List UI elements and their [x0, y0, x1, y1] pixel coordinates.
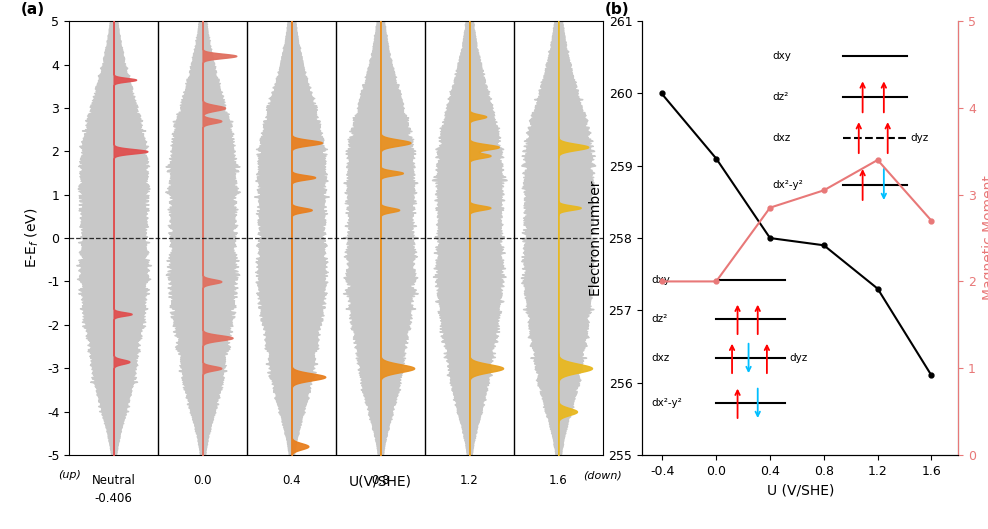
Y-axis label: E-E$_f$ (eV): E-E$_f$ (eV): [24, 208, 41, 268]
Y-axis label: Electron number: Electron number: [589, 180, 603, 296]
Text: (up): (up): [57, 470, 81, 480]
X-axis label: U (V/SHE): U (V/SHE): [767, 483, 834, 497]
Text: Neutral: Neutral: [92, 475, 135, 487]
Text: 1.6: 1.6: [549, 475, 567, 487]
Text: 0.4: 0.4: [283, 475, 300, 487]
Text: (b): (b): [605, 2, 629, 17]
Text: (down): (down): [583, 470, 622, 480]
Text: 0.8: 0.8: [371, 475, 389, 487]
Text: U(V/SHE): U(V/SHE): [349, 475, 412, 488]
Y-axis label: Magnetic Moment: Magnetic Moment: [982, 176, 988, 300]
Text: -0.406: -0.406: [95, 492, 132, 505]
Text: (a): (a): [21, 2, 45, 17]
Text: 0.0: 0.0: [194, 475, 211, 487]
Text: 1.2: 1.2: [460, 475, 478, 487]
